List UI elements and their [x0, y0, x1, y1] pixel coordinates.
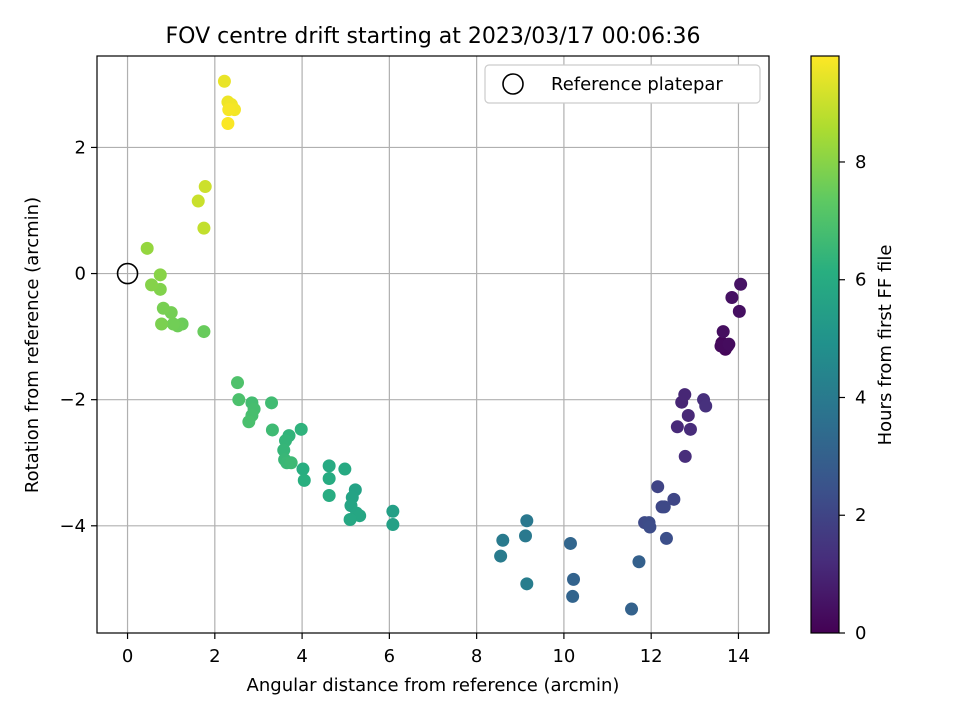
data-point [678, 449, 692, 463]
data-point [722, 337, 736, 351]
x-tick-label: 4 [296, 646, 307, 667]
x-tick-label: 10 [552, 646, 575, 667]
data-point [197, 325, 211, 339]
data-point [563, 536, 577, 550]
legend-label: Reference platepar [551, 74, 723, 95]
data-point [277, 443, 291, 457]
data-point [284, 456, 298, 470]
x-tick-label: 12 [640, 646, 663, 667]
x-tick-label: 8 [471, 646, 482, 667]
colorbar-gradient [810, 55, 840, 634]
data-point [296, 462, 310, 476]
colorbar-tick-label: 4 [855, 387, 866, 408]
data-point [567, 572, 581, 586]
data-point [519, 529, 533, 543]
legend: Reference platepar [484, 64, 761, 104]
data-point [140, 241, 154, 255]
data-point [221, 116, 235, 130]
data-point [156, 301, 170, 315]
data-point [699, 399, 713, 413]
data-point [222, 103, 236, 117]
data-point [632, 555, 646, 569]
data-point [678, 388, 692, 402]
data-point [197, 221, 211, 235]
data-point [651, 480, 665, 494]
data-point [496, 533, 510, 547]
data-point [657, 500, 671, 514]
data-point [667, 492, 681, 506]
data-point [520, 577, 534, 591]
data-point [520, 514, 534, 528]
data-point [231, 376, 245, 390]
data-point [670, 420, 684, 434]
plot-frame [96, 55, 770, 634]
data-point [343, 512, 357, 526]
x-tick-label: 6 [384, 646, 395, 667]
data-point [725, 291, 739, 305]
data-point [191, 194, 205, 208]
chart-title: FOV centre drift starting at 2023/03/17 … [166, 24, 701, 49]
data-point [625, 602, 639, 616]
data-point [294, 422, 308, 436]
data-point [297, 473, 311, 487]
y-axis-label: Rotation from reference (arcmin) [22, 197, 43, 493]
data-point [659, 531, 673, 545]
data-point [198, 180, 212, 194]
data-point [242, 415, 256, 429]
colorbar-tick-label: 2 [855, 505, 866, 526]
data-point [322, 489, 336, 503]
colorbar-tick-label: 8 [855, 152, 866, 173]
x-tick-label: 2 [209, 646, 220, 667]
data-point [681, 408, 695, 422]
data-point [265, 396, 279, 410]
data-point [145, 278, 159, 292]
x-axis-label: Angular distance from reference (arcmin) [247, 675, 620, 696]
data-point [734, 277, 748, 291]
reference-platepar-marker [116, 262, 139, 285]
legend-box [484, 64, 761, 104]
data-point [338, 462, 352, 476]
y-tick-label: 2 [75, 137, 86, 158]
data-point [153, 268, 167, 282]
data-point [322, 459, 336, 473]
data-point [322, 472, 336, 486]
data-point [265, 423, 279, 437]
y-tick-label: 0 [75, 264, 86, 285]
data-point [217, 74, 231, 88]
y-axis: −4 −2 0 2 [59, 137, 97, 537]
data-point [232, 393, 246, 407]
x-tick-label: 14 [727, 646, 750, 667]
legend-marker [502, 73, 524, 95]
colorbar: 0 2 4 6 8 Hours from first FF file [810, 55, 896, 644]
data-point [386, 504, 400, 518]
x-axis: 0 2 4 6 8 10 12 14 [122, 633, 750, 667]
data-point [683, 422, 697, 436]
data-point [155, 317, 169, 331]
data-point [716, 325, 730, 339]
data-point [732, 304, 746, 318]
grid-lines [97, 56, 769, 633]
x-tick-label: 0 [122, 646, 133, 667]
data-point [494, 549, 508, 563]
data-points [140, 74, 748, 616]
data-point [386, 518, 400, 532]
y-tick-label: −2 [59, 390, 86, 411]
data-point [566, 589, 580, 603]
data-point [643, 520, 657, 534]
colorbar-tick-label: 6 [855, 270, 866, 291]
data-point [166, 317, 180, 331]
colorbar-ticks: 0 2 4 6 8 [839, 152, 866, 644]
colorbar-tick-label: 0 [855, 623, 866, 644]
y-tick-label: −4 [59, 516, 86, 537]
colorbar-label: Hours from first FF file [875, 245, 896, 446]
